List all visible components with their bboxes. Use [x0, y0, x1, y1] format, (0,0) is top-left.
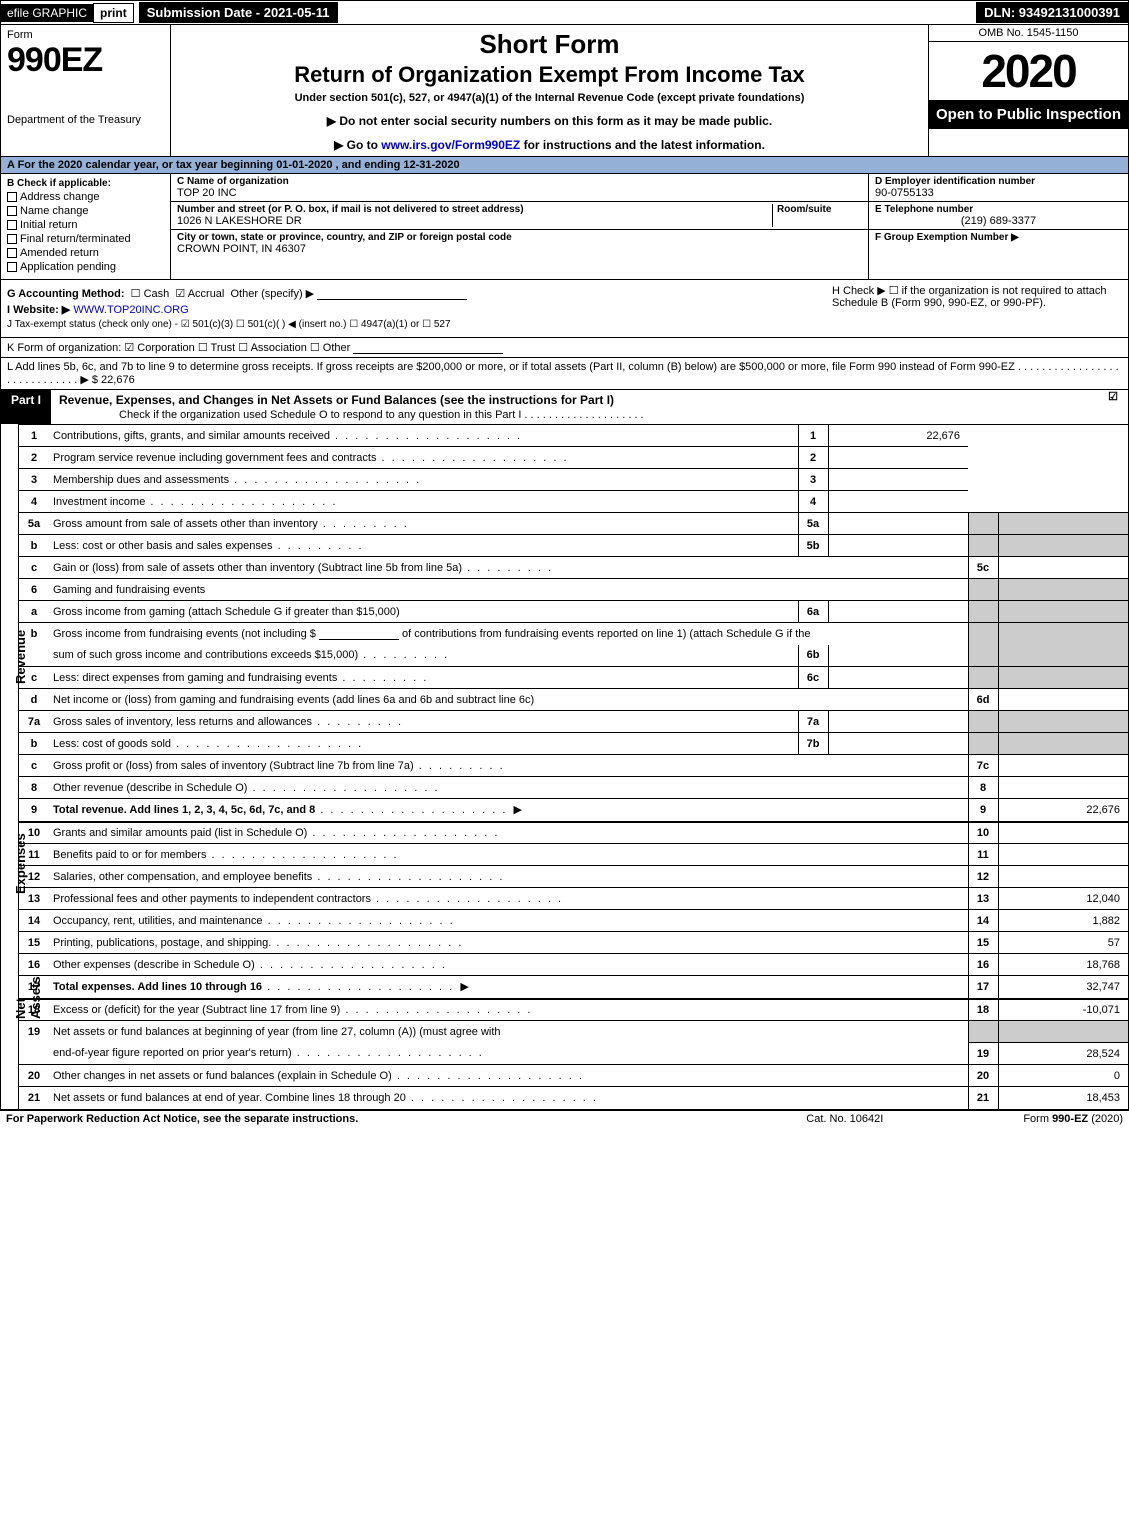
- website-link[interactable]: WWW.TOP20INC.ORG: [73, 304, 188, 316]
- open-to-public: Open to Public Inspection: [929, 100, 1128, 129]
- goto-line: ▶ Go to www.irs.gov/Form990EZ for instru…: [177, 138, 922, 152]
- org-name: TOP 20 INC: [177, 187, 862, 199]
- efile-graphic-label: efile GRAPHIC: [1, 4, 93, 22]
- paperwork-notice: For Paperwork Reduction Act Notice, see …: [6, 1113, 806, 1125]
- form-footer: Form 990-EZ (2020): [1023, 1113, 1123, 1125]
- d-label: D Employer identification number: [875, 176, 1122, 187]
- c-city-label: City or town, state or province, country…: [177, 232, 862, 243]
- section-b: B Check if applicable: Address change Na…: [1, 174, 171, 279]
- short-form-title: Short Form: [177, 29, 922, 60]
- part-i-title: Revenue, Expenses, and Changes in Net As…: [59, 393, 614, 407]
- form-990ez-page: efile GRAPHIC print Submission Date - 20…: [0, 0, 1129, 1110]
- part-i-check: ☑: [1108, 391, 1118, 403]
- cb-name-change[interactable]: [7, 206, 17, 216]
- form-number: 990EZ: [7, 41, 164, 80]
- return-title: Return of Organization Exempt From Incom…: [177, 62, 922, 88]
- h-line: H Check ▶ ☐ if the organization is not r…: [822, 284, 1122, 333]
- tax-year: 2020: [929, 42, 1128, 100]
- ssn-warning: ▶ Do not enter social security numbers o…: [177, 114, 922, 128]
- irs-link[interactable]: www.irs.gov/Form990EZ: [381, 138, 520, 152]
- org-street: 1026 N LAKESHORE DR: [177, 215, 772, 227]
- side-net-assets: Net Assets: [13, 976, 43, 1019]
- expenses-table: 10Grants and similar amounts paid (list …: [19, 821, 1128, 998]
- g-line: G Accounting Method: ☐ Cash ☑ Accrual Ot…: [7, 287, 822, 300]
- side-expenses: Expenses: [13, 833, 28, 894]
- c-street-label: Number and street (or P. O. box, if mail…: [177, 204, 772, 215]
- j-line: J Tax-exempt status (check only one) - ☑…: [7, 319, 822, 330]
- org-city: CROWN POINT, IN 46307: [177, 243, 862, 255]
- page-footer: For Paperwork Reduction Act Notice, see …: [0, 1110, 1129, 1127]
- cb-initial-return[interactable]: [7, 220, 17, 230]
- calendar-year-row: A For the 2020 calendar year, or tax yea…: [1, 156, 1128, 173]
- cat-no: Cat. No. 10642I: [806, 1113, 883, 1125]
- submission-date: Submission Date - 2021-05-11: [138, 1, 339, 24]
- cb-application-pending[interactable]: [7, 262, 17, 272]
- form-header: Form 990EZ Department of the Treasury Sh…: [1, 24, 1128, 156]
- dln-label: DLN: 93492131000391: [976, 2, 1128, 23]
- k-line: K Form of organization: ☑ Corporation ☐ …: [1, 337, 1128, 357]
- print-button[interactable]: print: [93, 3, 134, 23]
- cb-amended-return[interactable]: [7, 248, 17, 258]
- part-i-header: Part I Revenue, Expenses, and Changes in…: [1, 389, 1128, 424]
- f-label: F Group Exemption Number ▶: [875, 232, 1122, 243]
- topbar: efile GRAPHIC print Submission Date - 20…: [1, 1, 1128, 24]
- c-name-label: C Name of organization: [177, 176, 862, 187]
- b-title: B Check if applicable:: [7, 178, 164, 189]
- section-def: D Employer identification number 90-0755…: [868, 174, 1128, 279]
- side-revenue: Revenue: [13, 630, 28, 684]
- part-i-label: Part I: [1, 390, 51, 424]
- revenue-table: 1Contributions, gifts, grants, and simil…: [19, 424, 1128, 821]
- cb-address-change[interactable]: [7, 192, 17, 202]
- i-line: I Website: ▶ WWW.TOP20INC.ORG: [7, 303, 822, 316]
- section-c: C Name of organization TOP 20 INC Number…: [171, 174, 868, 279]
- l-line: L Add lines 5b, 6c, and 7b to line 9 to …: [1, 357, 1128, 389]
- side-labels: Revenue Expenses Net Assets: [1, 424, 19, 1109]
- info-block: B Check if applicable: Address change Na…: [1, 173, 1128, 279]
- under-section: Under section 501(c), 527, or 4947(a)(1)…: [177, 92, 922, 104]
- omb-number: OMB No. 1545-1150: [929, 25, 1128, 42]
- section-ghij: G Accounting Method: ☐ Cash ☑ Accrual Ot…: [1, 279, 1128, 337]
- part-i-sub: Check if the organization used Schedule …: [59, 409, 644, 421]
- net-assets-table: 18Excess or (deficit) for the year (Subt…: [19, 998, 1128, 1109]
- form-word: Form: [7, 29, 164, 41]
- c-room-label: Room/suite: [777, 204, 862, 215]
- cb-final-return[interactable]: [7, 234, 17, 244]
- phone: (219) 689-3377: [875, 215, 1122, 227]
- e-label: E Telephone number: [875, 204, 1122, 215]
- ein: 90-0755133: [875, 187, 1122, 199]
- dept-treasury: Department of the Treasury: [7, 114, 164, 126]
